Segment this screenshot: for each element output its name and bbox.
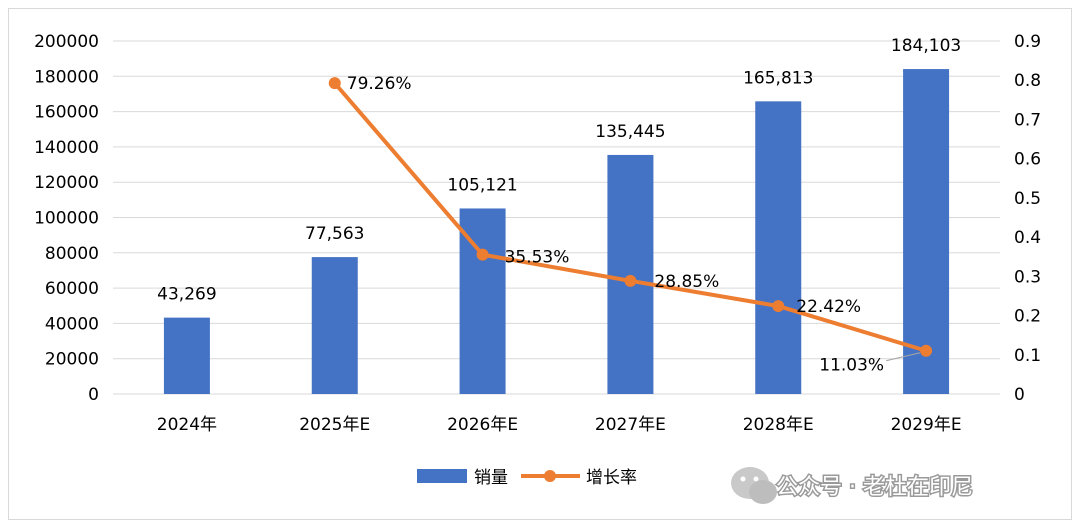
legend: 销量 增长率	[417, 468, 637, 488]
y-left-tick-label: 100000	[34, 209, 99, 229]
bar-data-label: 165,813	[743, 68, 813, 88]
x-tick-label: 2028年E	[743, 415, 814, 435]
y-right-tick-label: 0	[1014, 385, 1025, 405]
x-tick-label: 2027年E	[595, 415, 666, 435]
bar	[755, 101, 802, 394]
legend-marker-line	[544, 470, 556, 482]
watermark: 公众号 · 老杜在印尼	[731, 467, 974, 504]
y-left-tick-label: 140000	[34, 138, 99, 158]
bar-data-label: 77,563	[305, 224, 364, 244]
right-axis: 0 0.1 0.2 0.3 0.4 0.5 0.6 0.7 0.8 0.9	[1014, 32, 1041, 405]
x-axis: 2024年 2025年E 2026年E 2027年E 2028年E 2029年E	[157, 415, 962, 435]
y-right-tick-label: 0.6	[1014, 150, 1041, 170]
y-right-tick-label: 0.7	[1014, 110, 1041, 130]
bar	[163, 317, 210, 394]
bar-data-label: 43,269	[157, 285, 216, 305]
bar	[903, 69, 950, 395]
x-tick-label: 2029年E	[891, 415, 962, 435]
bar	[607, 154, 654, 394]
y-right-tick-label: 0.4	[1014, 228, 1041, 248]
x-tick-label: 2026年E	[447, 415, 518, 435]
line-data-label: 22.42%	[796, 297, 861, 317]
y-left-tick-label: 200000	[34, 32, 99, 52]
legend-label-line: 增长率	[586, 468, 637, 488]
leader-line	[885, 352, 921, 362]
bar-data-label: 184,103	[891, 36, 961, 56]
y-left-tick-label: 40000	[45, 314, 99, 334]
bar	[311, 257, 358, 394]
y-right-tick-label: 0.3	[1014, 267, 1041, 287]
line-point	[772, 300, 785, 313]
y-right-tick-label: 0.2	[1014, 307, 1041, 327]
line-data-label: 79.26%	[347, 74, 412, 94]
x-tick-label: 2025年E	[299, 415, 370, 435]
y-right-tick-label: 0.1	[1014, 346, 1041, 366]
y-left-tick-label: 0	[88, 385, 99, 405]
y-right-tick-label: 0.5	[1014, 189, 1041, 209]
y-left-tick-label: 60000	[45, 279, 99, 299]
grid-lines	[113, 40, 1000, 395]
bar-data-label: 135,445	[595, 122, 665, 142]
line-series	[328, 77, 933, 357]
line-point	[476, 248, 489, 261]
bar-data-labels: 43,269 77,563 105,121 135,445 165,813 184,103	[157, 36, 961, 305]
line-point	[624, 274, 637, 287]
y-left-tick-label: 180000	[34, 67, 99, 87]
y-left-tick-label: 20000	[45, 350, 99, 370]
line-data-label: 28.85%	[654, 272, 719, 292]
y-left-tick-label: 120000	[34, 173, 99, 193]
line-data-label: 11.03%	[819, 356, 884, 376]
line-data-labels: 79.26% 35.53% 28.85% 22.42% 11.03%	[347, 74, 921, 376]
bar-series	[163, 69, 950, 395]
y-right-tick-label: 0.8	[1014, 71, 1041, 91]
line-data-label: 35.53%	[505, 248, 570, 268]
line-point	[328, 77, 341, 90]
x-tick-label: 2024年	[157, 415, 217, 435]
y-left-tick-label: 80000	[45, 244, 99, 264]
watermark-text: 公众号 · 老杜在印尼	[776, 475, 973, 500]
bar-data-label: 105,121	[447, 175, 517, 195]
line-point	[920, 344, 933, 357]
y-right-tick-label: 0.9	[1014, 32, 1041, 52]
left-axis: 0 20000 40000 60000 80000 100000 120000 140000 1…	[34, 32, 99, 405]
y-left-tick-label: 160000	[34, 103, 99, 123]
legend-swatch-bar	[417, 469, 467, 483]
wechat-icon	[731, 467, 777, 504]
legend-label-bar: 销量	[474, 468, 508, 488]
